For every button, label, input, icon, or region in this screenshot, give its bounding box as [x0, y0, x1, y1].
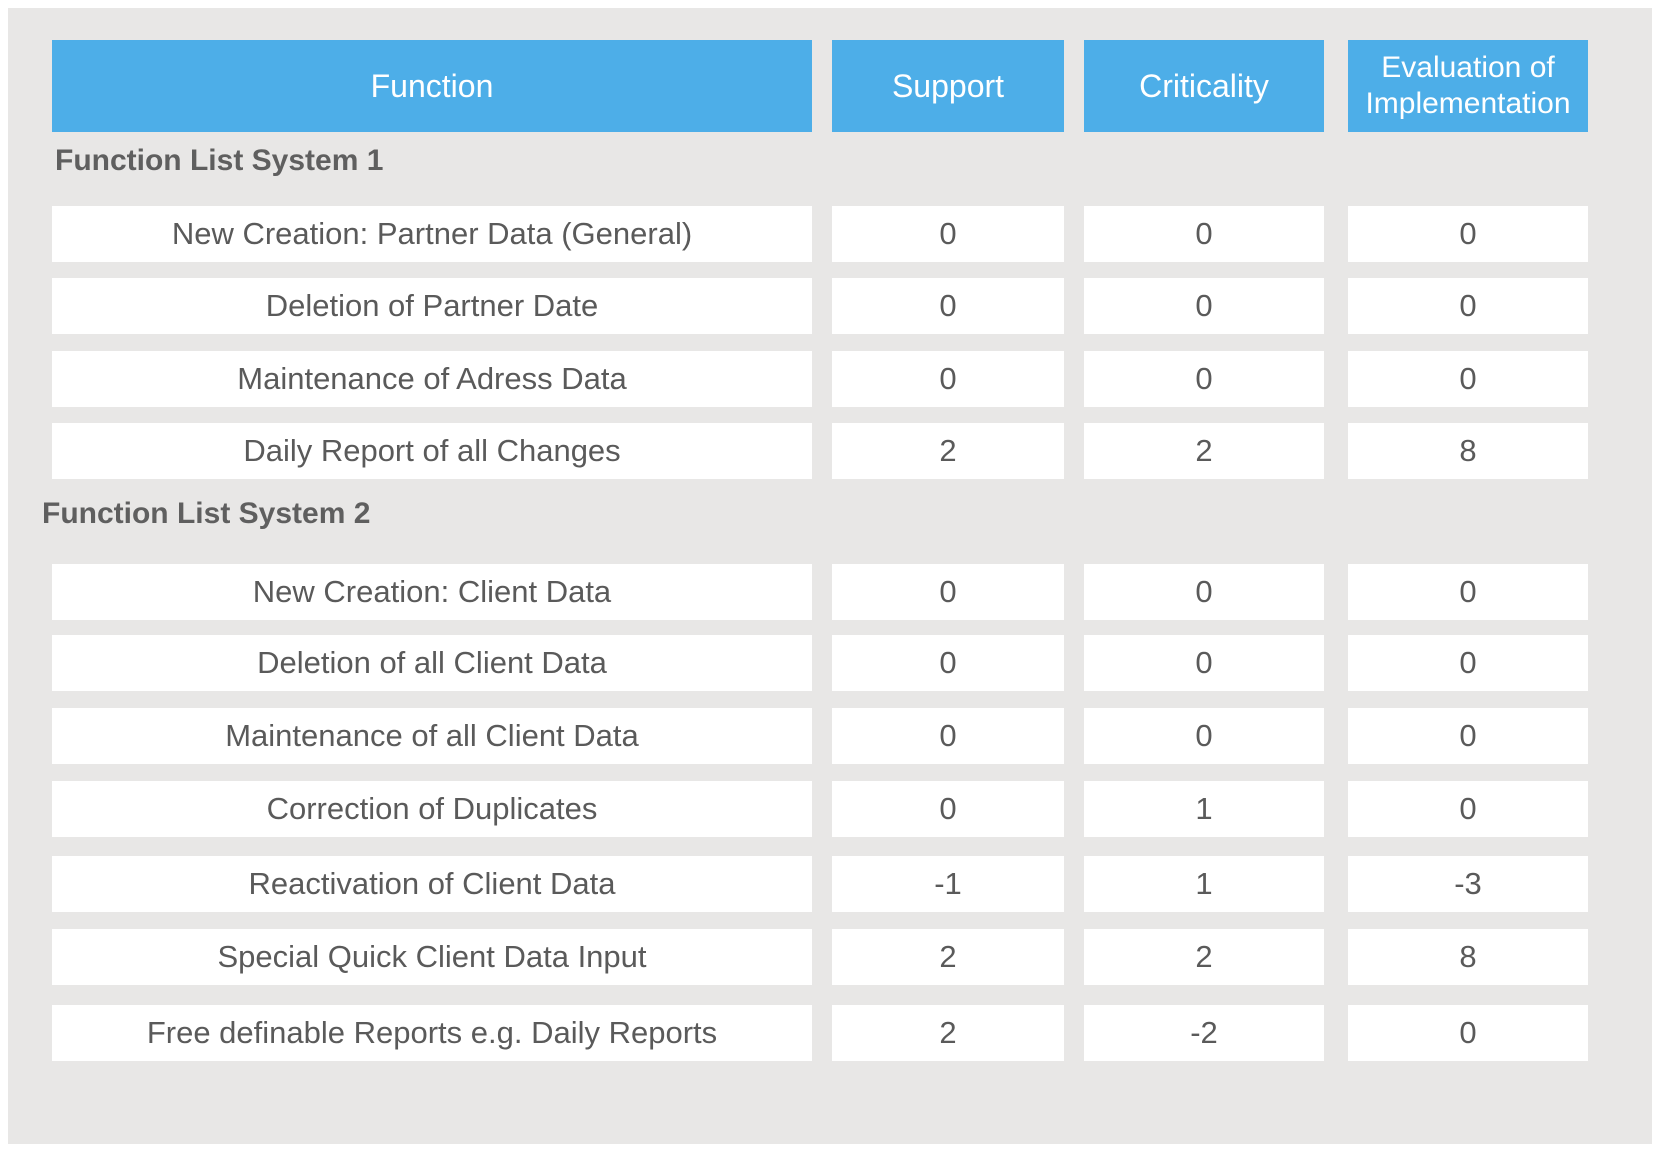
row-criticality-cell: 1 — [1084, 781, 1324, 837]
row-criticality-cell: 2 — [1084, 423, 1324, 479]
row-evaluation-cell: 0 — [1348, 564, 1588, 620]
row-evaluation-cell: 0 — [1348, 206, 1588, 262]
row-function-cell: Reactivation of Client Data — [52, 856, 812, 912]
row-support-cell: 0 — [832, 708, 1064, 764]
row-support-cell: 2 — [832, 929, 1064, 985]
header-criticality-label: Criticality — [1139, 67, 1269, 104]
row-evaluation-cell: 8 — [1348, 929, 1588, 985]
row-evaluation-cell: 0 — [1348, 708, 1588, 764]
row-criticality-cell: 0 — [1084, 635, 1324, 691]
row-criticality-cell: 2 — [1084, 929, 1324, 985]
row-function-cell: New Creation: Client Data — [52, 564, 812, 620]
row-evaluation-cell: 0 — [1348, 781, 1588, 837]
row-criticality-cell: 0 — [1084, 708, 1324, 764]
row-function-cell: Maintenance of all Client Data — [52, 708, 812, 764]
row-evaluation-cell: 8 — [1348, 423, 1588, 479]
header-function-label: Function — [370, 67, 494, 104]
row-function-cell: Deletion of all Client Data — [52, 635, 812, 691]
row-support-cell: 0 — [832, 351, 1064, 407]
header-evaluation-line2: Implementation — [1365, 87, 1571, 120]
row-support-cell: 0 — [832, 564, 1064, 620]
row-support-cell: 2 — [832, 1005, 1064, 1061]
row-support-cell: 0 — [832, 278, 1064, 334]
row-function-cell: Maintenance of Adress Data — [52, 351, 812, 407]
row-criticality-cell: 0 — [1084, 351, 1324, 407]
row-criticality-cell: 1 — [1084, 856, 1324, 912]
row-function-cell: Daily Report of all Changes — [52, 423, 812, 479]
row-function-cell: Deletion of Partner Date — [52, 278, 812, 334]
row-function-cell: Free definable Reports e.g. Daily Report… — [52, 1005, 812, 1061]
section-title-system-1: Function List System 1 — [55, 144, 384, 177]
row-function-cell: New Creation: Partner Data (General) — [52, 206, 812, 262]
header-support: Support — [832, 40, 1064, 132]
header-function: Function — [52, 40, 812, 132]
row-criticality-cell: 0 — [1084, 278, 1324, 334]
header-criticality: Criticality — [1084, 40, 1324, 132]
row-evaluation-cell: 0 — [1348, 635, 1588, 691]
row-criticality-cell: -2 — [1084, 1005, 1324, 1061]
header-evaluation: Evaluation of Implementation — [1348, 40, 1588, 132]
row-support-cell: 0 — [832, 635, 1064, 691]
row-function-cell: Correction of Duplicates — [52, 781, 812, 837]
row-support-cell: -1 — [832, 856, 1064, 912]
function-evaluation-table: Function Support Criticality Evaluation … — [8, 8, 1652, 1144]
row-evaluation-cell: 0 — [1348, 1005, 1588, 1061]
row-criticality-cell: 0 — [1084, 564, 1324, 620]
row-criticality-cell: 0 — [1084, 206, 1324, 262]
row-function-cell: Special Quick Client Data Input — [52, 929, 812, 985]
section-title-system-2: Function List System 2 — [42, 497, 371, 530]
row-support-cell: 0 — [832, 781, 1064, 837]
row-evaluation-cell: 0 — [1348, 351, 1588, 407]
header-support-label: Support — [891, 67, 1005, 104]
row-support-cell: 0 — [832, 206, 1064, 262]
row-evaluation-cell: 0 — [1348, 278, 1588, 334]
row-evaluation-cell: -3 — [1348, 856, 1588, 912]
row-support-cell: 2 — [832, 423, 1064, 479]
header-evaluation-line1: Evaluation of — [1381, 51, 1555, 84]
